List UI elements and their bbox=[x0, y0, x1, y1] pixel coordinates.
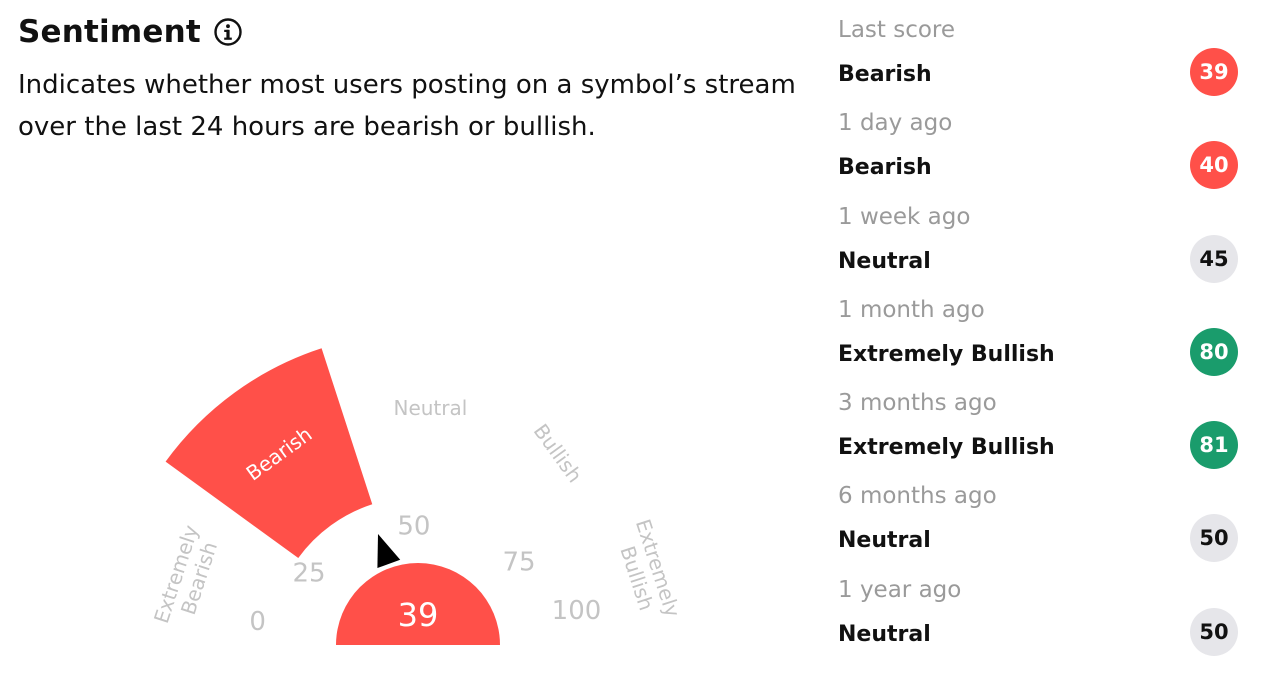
history-sentiment-label: Neutral bbox=[838, 621, 931, 647]
history-period: 1 week ago bbox=[838, 203, 971, 230]
history-score-badge: 81 bbox=[1190, 421, 1238, 470]
history-period: 1 year ago bbox=[838, 576, 962, 603]
gauge-zone-label-neutral: Neutral bbox=[393, 396, 467, 420]
sentiment-description: Indicates whether most users posting on … bbox=[18, 70, 796, 142]
history-entry: 1 month ago Extremely Bullish 80 bbox=[838, 294, 1240, 387]
gauge-tick-100: 100 bbox=[552, 596, 602, 626]
history-entry: 1 week ago Neutral 45 bbox=[838, 201, 1240, 294]
history-sentiment-label: Extremely Bullish bbox=[838, 435, 1055, 461]
gauge-zone-label-extremely-bearish: Extremely Bearish bbox=[149, 516, 227, 633]
history-period: 6 months ago bbox=[838, 483, 997, 510]
gauge-zone-label-extremely-bullish: Extremely Bullish bbox=[609, 516, 687, 633]
history-entry: 6 months ago Neutral 50 bbox=[838, 480, 1240, 573]
history-sentiment-label: Bearish bbox=[838, 155, 932, 181]
history-score-badge: 80 bbox=[1190, 327, 1238, 376]
gauge-pointer bbox=[377, 534, 401, 568]
gauge-zone-label-bullish: Bullish bbox=[529, 419, 587, 487]
gauge-tick-75: 75 bbox=[502, 548, 535, 578]
history-score-badge: 50 bbox=[1190, 607, 1238, 656]
info-circle-icon[interactable] bbox=[213, 17, 243, 47]
gauge-hub bbox=[336, 563, 500, 645]
history-sentiment-label: Neutral bbox=[838, 248, 931, 274]
history-score-badge: 40 bbox=[1190, 141, 1238, 190]
history-period: 1 day ago bbox=[838, 110, 953, 137]
history-score-badge: 39 bbox=[1190, 48, 1238, 96]
title-row: Sentiment bbox=[18, 14, 243, 50]
sentiment-gauge: Bearish Neutral Bullish Extremely Bearis… bbox=[149, 348, 687, 645]
history-period: Last score bbox=[838, 17, 956, 43]
history-entry: Last score Bearish 39 bbox=[838, 14, 1240, 107]
gauge-tick-25: 25 bbox=[292, 559, 325, 589]
history-period: 1 month ago bbox=[838, 296, 985, 323]
page-title: Sentiment bbox=[18, 14, 201, 50]
history-score-badge: 50 bbox=[1190, 514, 1238, 563]
history-score-badge: 45 bbox=[1190, 234, 1238, 283]
gauge-sector-bearish bbox=[165, 348, 373, 559]
gauge-tick-50: 50 bbox=[397, 512, 430, 542]
gauge-tick-0: 0 bbox=[249, 607, 266, 637]
gauge-score: 39 bbox=[398, 596, 439, 634]
history-sentiment-label: Extremely Bullish bbox=[838, 341, 1055, 367]
history-entry: 3 months ago Extremely Bullish 81 bbox=[838, 387, 1240, 480]
history-entry: 1 year ago Neutral 50 bbox=[838, 574, 1240, 667]
history-sentiment-label: Bearish bbox=[838, 62, 932, 87]
history-entry: 1 day ago Bearish 40 bbox=[838, 107, 1240, 200]
history-period: 3 months ago bbox=[838, 390, 997, 417]
history-sentiment-label: Neutral bbox=[838, 528, 931, 554]
sentiment-history: Last score Bearish 39 1 day ago Bearish … bbox=[838, 14, 1240, 667]
